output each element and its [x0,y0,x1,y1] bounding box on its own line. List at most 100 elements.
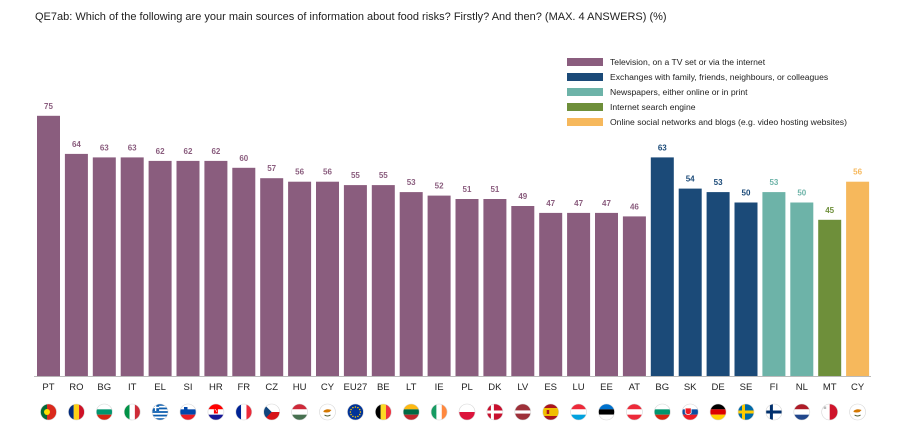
data-label: 55 [379,171,388,180]
greece-flag-icon [151,403,169,421]
data-label: 46 [630,202,639,211]
bar-television [148,160,172,376]
bar-television [455,199,479,376]
category-label: FI [770,382,778,393]
legend-label: Television, on a TV set or via the inter… [610,56,766,67]
bar-exchanges [734,202,758,376]
data-label: 63 [100,143,109,152]
category-label: CY [851,382,865,393]
hungary-flag-icon [291,403,308,421]
category-label: DK [488,382,502,393]
data-label: 52 [435,182,444,191]
legend-item-exchanges: Exchanges with family, friends, neighbou… [567,69,847,84]
category-label: LV [517,382,529,393]
bar-exchanges [706,192,730,376]
data-label: 47 [546,199,555,208]
bar-television [260,178,284,376]
bar-television [427,195,451,376]
legend-item-internet-search: Internet search engine [567,99,847,114]
data-label: 53 [407,178,416,187]
estonia-flag-icon [598,403,615,421]
latvia-flag-icon [514,403,532,421]
finland-flag-icon [765,403,783,421]
data-label: 62 [156,147,165,156]
austria-flag-icon [626,403,643,421]
ireland-flag-icon [430,403,448,421]
romania-flag-icon [68,403,85,421]
legend-swatch-newspapers [567,87,603,96]
germany-flag-icon [709,403,727,421]
sweden-flag-icon [737,403,755,421]
data-label: 50 [742,189,751,198]
data-label: 47 [602,199,611,208]
bar-television [120,157,144,376]
category-label: HR [209,382,223,393]
category-label: EU27 [344,382,368,393]
category-label: BG [655,382,669,393]
data-label: 51 [490,185,499,194]
bar-television [595,212,618,376]
denmark-flag-icon [486,403,504,421]
legend-swatch-social-networks [567,117,603,126]
bar-television [232,167,256,376]
eu-flag-icon [347,403,364,421]
legend-swatch-internet-search [567,102,603,111]
netherlands-flag-icon [793,403,811,421]
category-label: LT [406,382,417,393]
luxembourg-flag-icon [570,403,587,421]
bulgaria-flag-icon [653,403,671,421]
data-label: 56 [323,168,332,177]
data-label: 75 [44,102,53,111]
data-label: 55 [351,171,360,180]
bar-internet_search [818,219,842,376]
bar-television [204,160,228,376]
category-label: PT [42,382,54,393]
category-label: IT [128,382,137,393]
category-label: BG [97,382,111,393]
data-label: 56 [853,168,862,177]
data-label: 56 [295,168,304,177]
slovakia-flag-icon [681,403,699,421]
lithuania-flag-icon [402,403,420,421]
legend-label: Internet search engine [610,101,696,112]
cyprus-flag-icon [319,403,336,421]
legend: Television, on a TV set or via the inter… [567,54,847,129]
legend-item-social-networks: Online social networks and blogs (e.g. v… [567,114,847,129]
category-label: RO [69,382,83,393]
category-label: IE [435,382,444,393]
bar-exchanges [650,157,674,376]
bar-television [483,199,507,376]
legend-label: Online social networks and blogs (e.g. v… [610,116,847,127]
legend-label: Newspapers, either online or in print [610,86,748,97]
bar-television [64,153,88,376]
category-label: CZ [265,382,278,393]
belgium-flag-icon [374,403,392,421]
category-label: SK [684,382,697,393]
category-label: FR [237,382,250,393]
bar-television [176,160,200,376]
legend-label: Exchanges with family, friends, neighbou… [610,71,829,82]
slovenia-flag-icon [179,403,197,421]
category-label: EL [154,382,166,393]
bar-social_networks [846,181,870,376]
czechia-flag-icon [263,403,281,421]
data-label: 51 [463,185,472,194]
data-label: 63 [658,143,667,152]
category-label: MT [823,382,837,393]
bar-television [37,115,60,377]
cyprus-flag-icon [849,403,866,421]
spain-flag-icon [542,403,560,421]
category-label: LU [573,382,585,393]
italy-flag-icon [123,403,141,421]
chart-title: QE7ab: Which of the following are your m… [35,11,667,23]
data-label: 53 [714,178,723,187]
category-label: EE [600,382,613,393]
bar-television [567,212,591,376]
data-label: 62 [184,147,193,156]
category-label: PL [461,382,473,393]
portugal-flag-icon [40,403,57,421]
category-label: CY [321,382,335,393]
malta-flag-icon [821,403,839,421]
data-label: 64 [72,140,81,149]
